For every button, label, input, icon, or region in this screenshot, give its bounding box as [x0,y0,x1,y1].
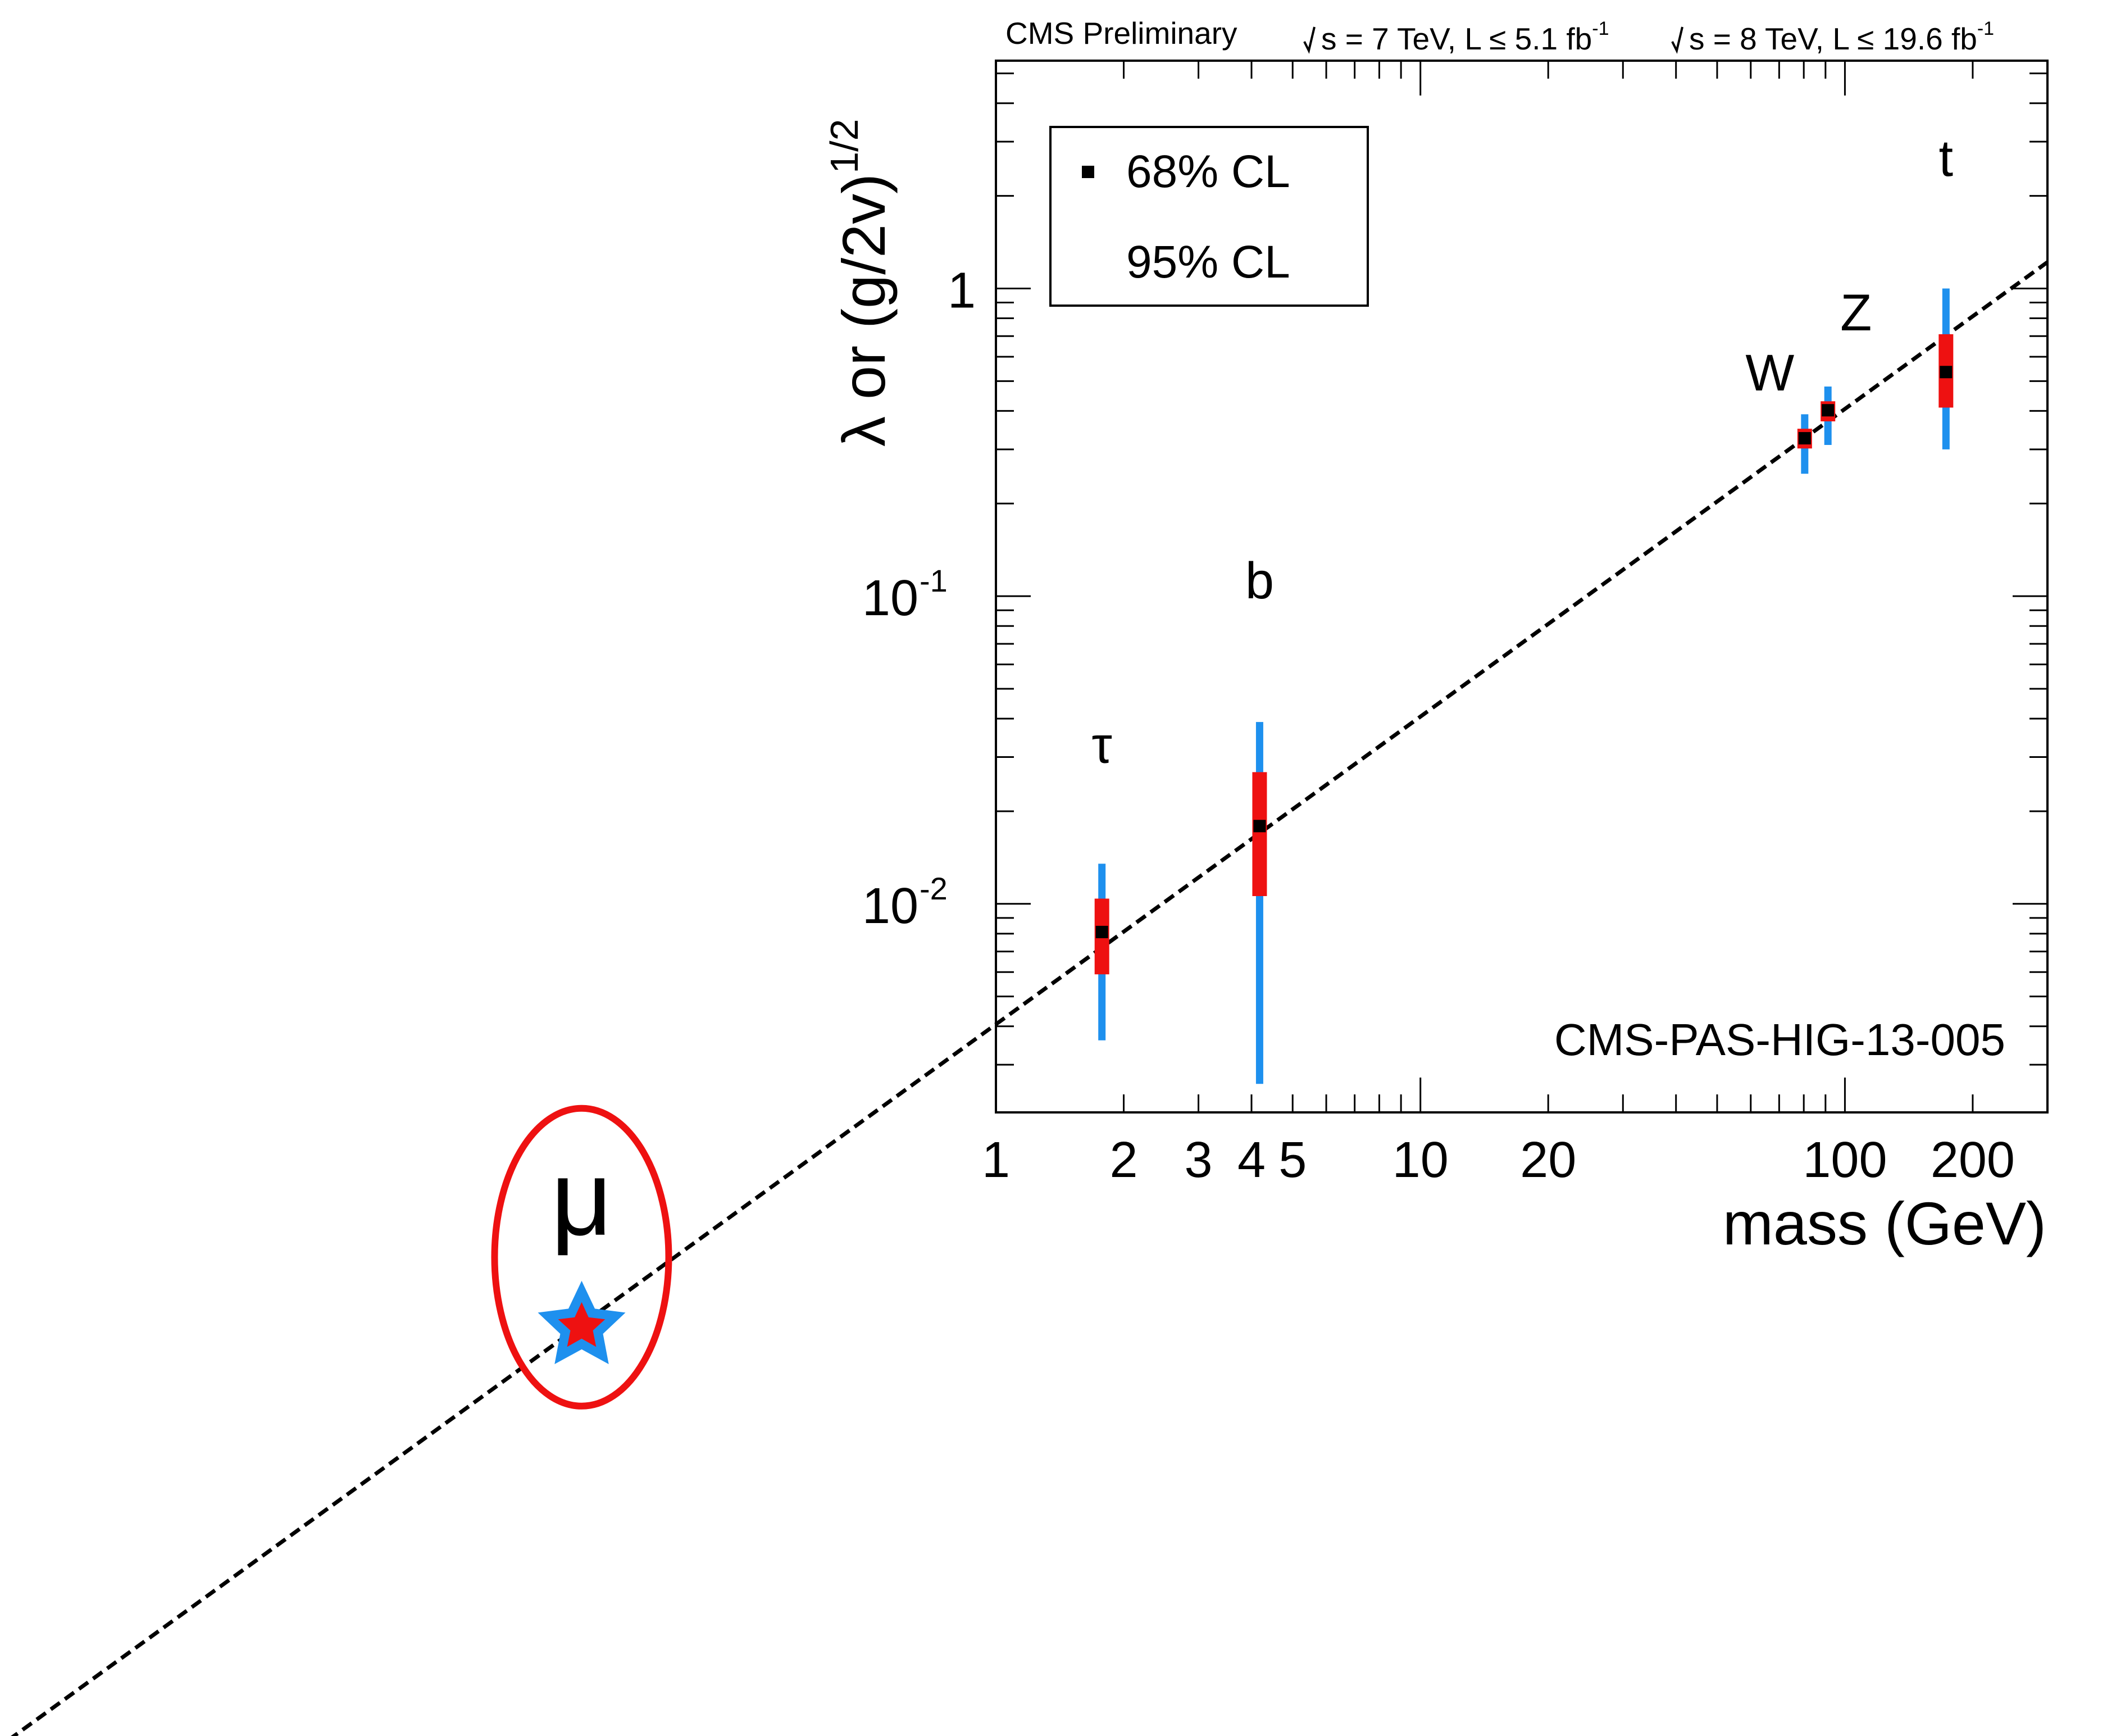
y-axis-title-sup: 1/2 [822,119,866,174]
plot-frame-rect [995,60,2049,1114]
central-value-marker [1095,925,1108,938]
central-value-marker [1253,820,1266,833]
particle-label: b [1245,552,1274,610]
y-tick-label: 10 [862,878,918,934]
x-tick-label: 1 [982,1132,1010,1188]
data-point-tau: τ [1092,716,1112,1040]
central-value-marker [1940,366,1953,379]
x-tick-label: 20 [1520,1132,1576,1188]
legend-95-label: 95% CL [1126,237,1290,288]
legend-68-marker [1082,166,1094,178]
x-tick-label: 200 [1931,1132,2015,1188]
header-run1-text: s = 7 TeV, L ≤ 5.1 fb [1321,21,1592,56]
reference-label: CMS-PAS-HIG-13-005 [1554,1015,2005,1065]
y-tick-label: 1 [948,262,976,319]
data-point-t: t [1938,130,1954,449]
x-axis-ticks: 1 2 3 4 5 10 20 100 200 [982,61,2049,1188]
y-tick-label-exp: -1 [920,563,948,598]
y-axis-ticks: 110-110-2 [862,72,2047,1066]
x-tick-label: 2 [1109,1132,1137,1188]
legend-box [1049,126,1369,307]
data-point-z: Z [1821,284,1872,446]
svg-text:λ or (g/2v)1/2: λ or (g/2v)1/2 [822,119,898,447]
svg-text:s = 7 TeV, L ≤ 5.1 fb-1: s = 7 TeV, L ≤ 5.1 fb-1 [1321,18,1609,56]
sqrt-sign-icon [1671,26,1683,54]
x-tick-label: 3 [1185,1132,1213,1188]
svg-text:s = 8 TeV, L ≤ 19.6 fb-1: s = 8 TeV, L ≤ 19.6 fb-1 [1689,18,1994,56]
data-point-w: W [1745,344,1812,474]
x-tick-label: 5 [1278,1132,1307,1188]
central-value-marker [1822,404,1835,417]
sqrt-sign-icon [1303,26,1316,54]
legend: 68% CL 95% CL [1049,126,1369,307]
header-experiment: CMS Preliminary [1005,16,1237,51]
y-tick-label: 10 [862,570,918,626]
muon-annotation: μ [491,1105,672,1410]
particle-label: τ [1092,716,1112,774]
particle-label: Z [1840,284,1872,342]
x-tick-label: 100 [1803,1132,1887,1188]
y-axis-title: λ or (g/2v) [830,174,898,447]
y-tick-label-exp: -2 [920,871,948,906]
header-run1: s = 7 TeV, L ≤ 5.1 fb-1 [1303,18,1609,56]
header-run2-text: s = 8 TeV, L ≤ 19.6 fb [1689,21,1977,56]
particle-label: t [1939,130,1954,187]
data-point-b: b [1245,552,1274,1084]
muon-star-inner-icon [558,1302,606,1347]
legend-68-label: 68% CL [1126,146,1290,197]
header-run2: s = 8 TeV, L ≤ 19.6 fb-1 [1671,18,1994,56]
particle-label: W [1745,344,1794,402]
x-tick-label: 4 [1237,1132,1266,1188]
sm-prediction-line [10,260,2049,1736]
header-run1-sup: -1 [1592,18,1609,39]
muon-ellipse [491,1105,672,1410]
data-points: τ b WZt [1092,130,1954,1084]
header-run2-sup: -1 [1977,18,1994,39]
plot-frame [995,60,2049,1114]
central-value-marker [1798,432,1811,445]
muon-label: μ [551,1139,612,1258]
x-axis-title: mass (GeV) [1723,1189,2046,1257]
x-tick-label: 10 [1392,1132,1449,1188]
